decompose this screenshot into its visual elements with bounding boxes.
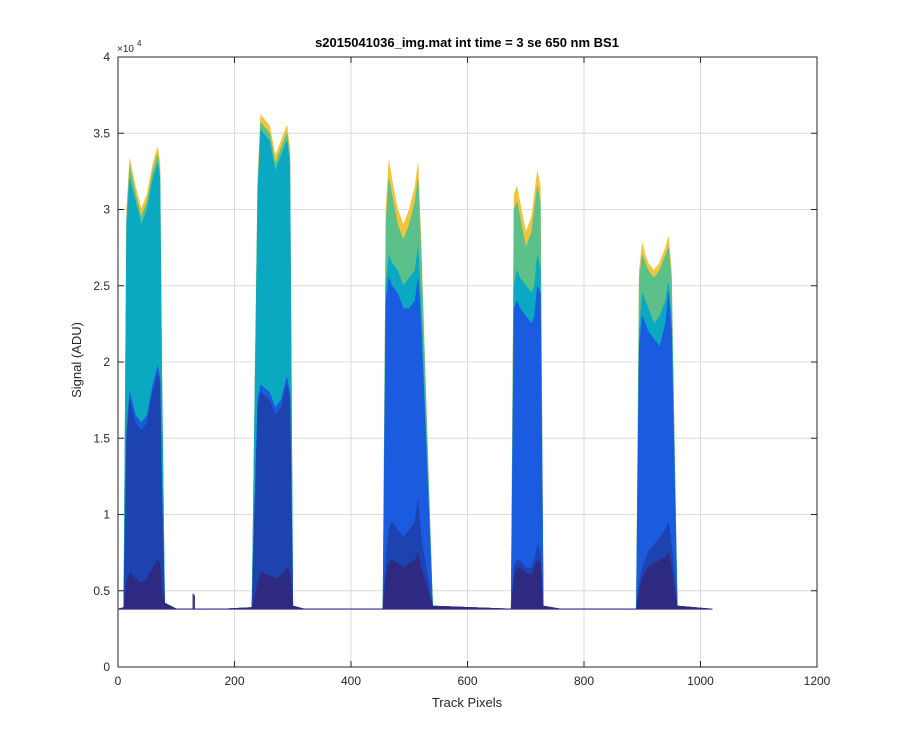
- y-tick-label: 0: [103, 660, 110, 674]
- y-axis-exponent-power: 4: [137, 39, 142, 48]
- y-axis-label: Signal (ADU): [69, 322, 84, 398]
- area-series-5: [117, 373, 713, 610]
- x-tick-label: 0: [115, 674, 122, 688]
- y-tick-label: 1: [103, 508, 110, 522]
- axis-ticks: 0 200 400 600 800 1000 1200 0 0.5 1 1.5 2 2.5 3 3.5 4: [93, 50, 830, 688]
- x-tick-label: 1200: [804, 674, 831, 688]
- y-axis-exponent: ×10 4: [117, 39, 142, 55]
- y-axis-exponent-base: ×10: [117, 44, 134, 55]
- plot-area-series: [117, 114, 713, 610]
- y-tick-label: 3.5: [93, 126, 110, 140]
- x-tick-label: 400: [341, 674, 361, 688]
- x-tick-label: 800: [574, 674, 594, 688]
- y-tick-label: 2: [103, 355, 110, 369]
- x-tick-label: 200: [224, 674, 244, 688]
- x-tick-label: 600: [457, 674, 477, 688]
- x-tick-label: 1000: [687, 674, 714, 688]
- area-series-6: [117, 552, 713, 610]
- y-tick-label: 3: [103, 203, 110, 217]
- chart-title: s2015041036_img.mat int time = 3 se 650 …: [315, 35, 619, 50]
- y-tick-label: 1.5: [93, 431, 110, 445]
- y-tick-label: 2.5: [93, 279, 110, 293]
- y-tick-label: 4: [103, 50, 110, 64]
- x-axis-label: Track Pixels: [432, 695, 503, 710]
- y-tick-label: 0.5: [93, 584, 110, 598]
